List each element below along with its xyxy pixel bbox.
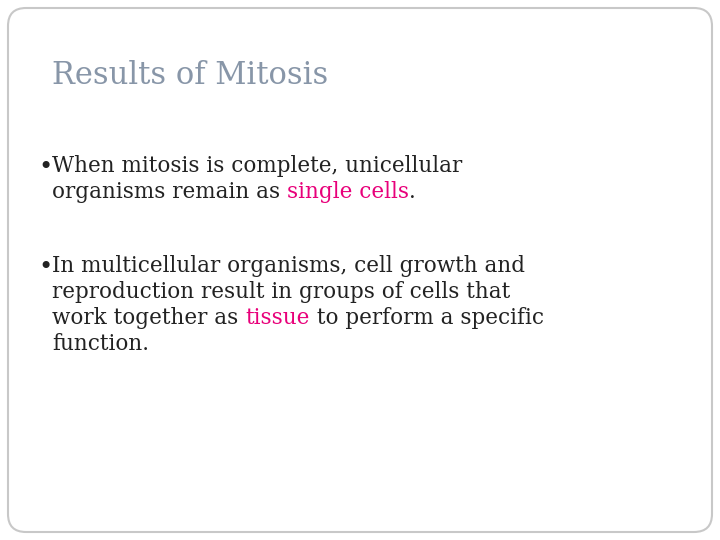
Text: •: •	[38, 155, 53, 179]
Text: •: •	[38, 255, 53, 279]
Text: reproduction result in groups of cells that: reproduction result in groups of cells t…	[52, 281, 510, 303]
Text: .: .	[409, 181, 415, 203]
Text: When mitosis is complete, unicellular: When mitosis is complete, unicellular	[52, 155, 462, 177]
Text: to perform a specific: to perform a specific	[310, 307, 544, 329]
Text: function.: function.	[52, 333, 149, 355]
Text: Results of Mitosis: Results of Mitosis	[52, 60, 328, 91]
Text: tissue: tissue	[245, 307, 310, 329]
Text: In multicellular organisms, cell growth and: In multicellular organisms, cell growth …	[52, 255, 525, 277]
Text: single cells: single cells	[287, 181, 409, 203]
FancyBboxPatch shape	[8, 8, 712, 532]
Text: organisms remain as: organisms remain as	[52, 181, 287, 203]
Text: work together as: work together as	[52, 307, 245, 329]
